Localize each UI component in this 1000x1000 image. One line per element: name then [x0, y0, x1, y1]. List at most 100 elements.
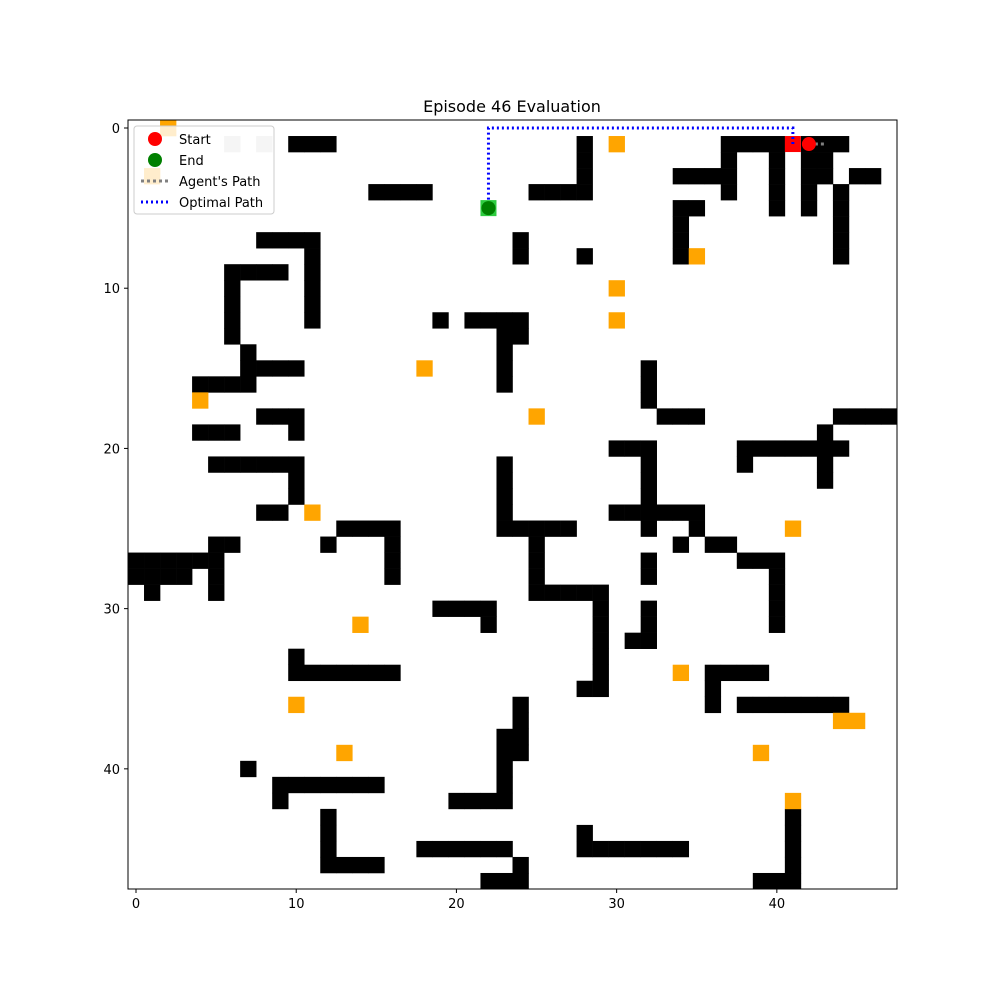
- wall-cell: [688, 168, 706, 185]
- wall-cell: [496, 488, 513, 505]
- wall-cell: [320, 536, 337, 553]
- wall-cell: [704, 168, 722, 185]
- wall-cell: [640, 360, 657, 377]
- wall-cell: [480, 616, 497, 633]
- wall-cell: [816, 456, 834, 473]
- wall-cell: [512, 520, 529, 537]
- wall-cell: [288, 408, 305, 425]
- wall-cell: [432, 840, 449, 858]
- wall-cell: [240, 376, 257, 393]
- y-tick-label: 20: [103, 442, 120, 457]
- wall-cell: [496, 472, 513, 489]
- wall-cell: [880, 408, 898, 425]
- wall-cell: [384, 552, 401, 569]
- end-marker: [481, 201, 496, 216]
- wall-cell: [672, 408, 690, 425]
- wall-cell: [496, 456, 513, 473]
- wall-cell: [672, 504, 690, 521]
- wall-cell: [672, 248, 690, 265]
- wall-cell: [640, 488, 657, 505]
- y-tick-label: 40: [103, 763, 120, 778]
- wall-cell: [800, 696, 818, 714]
- x-tick-label: 20: [448, 897, 465, 912]
- wall-cell: [464, 600, 481, 617]
- wall-cell: [768, 696, 786, 714]
- wall-cell: [720, 168, 738, 185]
- wall-cell: [288, 136, 305, 153]
- wall-cell: [768, 568, 786, 585]
- bonus-cell: [608, 312, 625, 329]
- wall-cell: [816, 472, 834, 489]
- wall-cell: [192, 376, 209, 393]
- wall-cell: [224, 376, 241, 393]
- wall-cell: [576, 168, 593, 185]
- wall-cell: [496, 504, 513, 521]
- wall-cell: [400, 184, 417, 201]
- wall-cell: [288, 664, 305, 682]
- wall-cell: [736, 552, 754, 569]
- legend-optimal-path-label: Optimal Path: [179, 196, 263, 211]
- wall-cell: [272, 456, 289, 473]
- wall-cell: [368, 856, 385, 874]
- wall-cell: [592, 616, 609, 633]
- wall-cell: [208, 568, 225, 585]
- wall-cell: [784, 808, 802, 826]
- wall-cell: [752, 872, 770, 890]
- wall-cell: [624, 840, 641, 858]
- wall-cell: [368, 184, 385, 201]
- x-tick-label: 0: [132, 897, 140, 912]
- legend-start-label: Start: [179, 133, 211, 148]
- wall-cell: [576, 136, 593, 153]
- wall-cell: [592, 840, 609, 858]
- wall-cell: [544, 184, 561, 201]
- wall-cell: [208, 424, 225, 441]
- wall-cell: [512, 872, 529, 890]
- wall-cell: [528, 568, 545, 585]
- wall-cell: [288, 232, 305, 249]
- wall-cell: [384, 184, 401, 201]
- wall-cell: [320, 840, 337, 858]
- wall-cell: [288, 648, 305, 666]
- wall-cell: [496, 744, 513, 762]
- wall-cell: [816, 152, 834, 169]
- wall-cell: [736, 696, 754, 714]
- wall-cell: [608, 840, 625, 858]
- wall-cell: [768, 616, 786, 633]
- wall-cell: [576, 680, 593, 698]
- wall-cell: [208, 536, 225, 553]
- wall-cell: [704, 536, 722, 553]
- wall-cell: [720, 536, 738, 553]
- x-tick-label: 10: [288, 897, 305, 912]
- wall-cell: [624, 504, 641, 521]
- wall-cell: [352, 520, 369, 537]
- wall-cell: [640, 504, 657, 521]
- wall-cell: [736, 136, 754, 153]
- figure-title: Episode 46 Evaluation: [423, 97, 601, 116]
- wall-cell: [288, 424, 305, 441]
- wall-cell: [128, 552, 145, 569]
- wall-cell: [448, 792, 465, 810]
- wall-cell: [272, 264, 289, 281]
- wall-cell: [256, 360, 273, 377]
- wall-cell: [304, 296, 321, 313]
- wall-cell: [336, 856, 353, 874]
- wall-cell: [496, 776, 513, 794]
- wall-cell: [816, 440, 834, 457]
- wall-cell: [272, 408, 289, 425]
- wall-cell: [672, 168, 690, 185]
- legend-frame: [133, 125, 275, 215]
- wall-cell: [240, 344, 257, 361]
- wall-cell: [368, 664, 385, 682]
- wall-cell: [304, 232, 321, 249]
- wall-cell: [240, 456, 257, 473]
- wall-cell: [416, 184, 433, 201]
- y-tick-label: 10: [103, 282, 120, 297]
- wall-cell: [576, 584, 593, 601]
- wall-cell: [320, 808, 337, 826]
- wall-cell: [800, 440, 818, 457]
- wall-cell: [736, 664, 754, 682]
- wall-cell: [512, 696, 529, 714]
- wall-cell: [512, 712, 529, 730]
- wall-cell: [768, 152, 786, 169]
- start-marker: [801, 137, 816, 152]
